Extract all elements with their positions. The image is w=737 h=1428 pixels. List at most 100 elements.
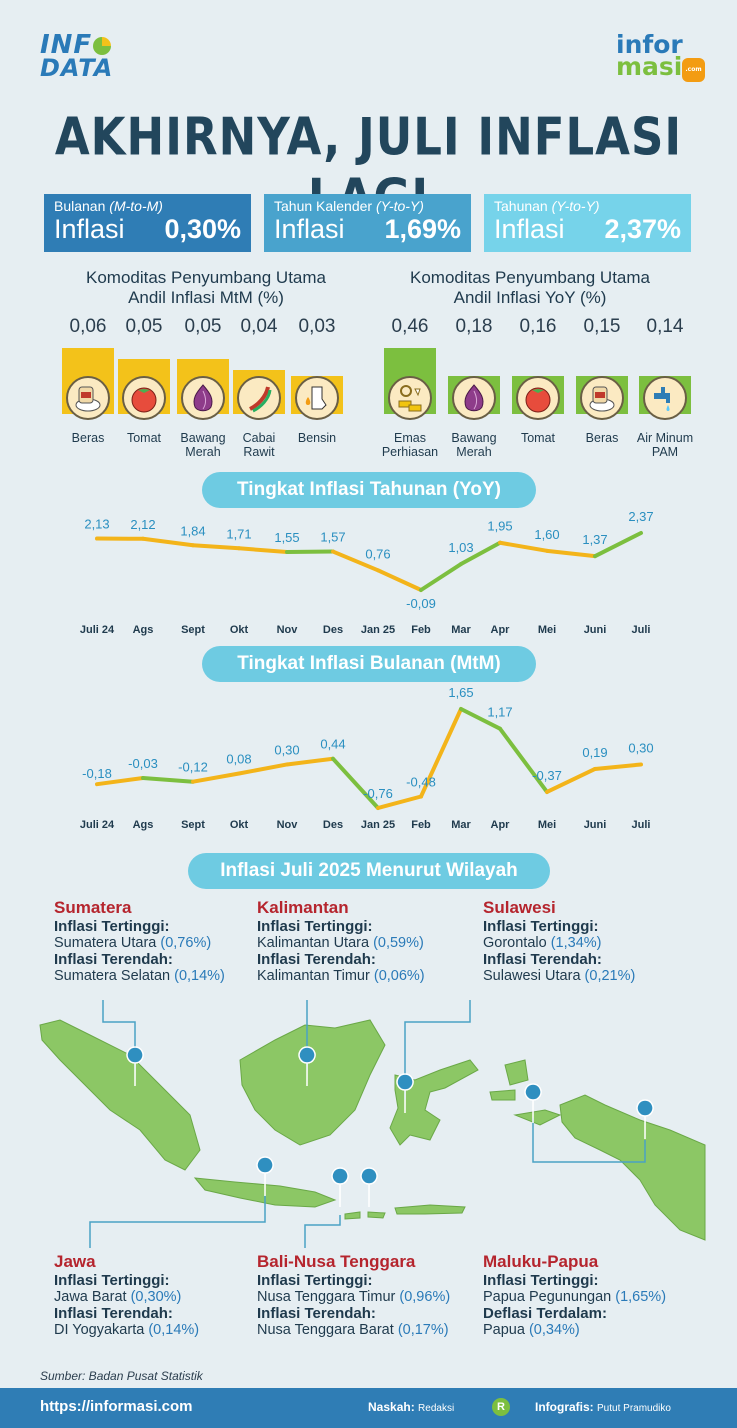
- data-label: -0,76: [363, 786, 393, 801]
- data-label: 1,03: [448, 540, 473, 555]
- commodity-label: Beras: [71, 431, 105, 445]
- fuel-nozzle-icon: [295, 376, 339, 420]
- stat-label: Tahunan: [494, 198, 548, 214]
- line-segment: [331, 756, 380, 810]
- indonesia-map: [39, 1000, 706, 1248]
- commodity-value: 0,03: [298, 316, 336, 337]
- line-segment: [141, 776, 195, 784]
- x-tick-label: Mei: [538, 624, 556, 636]
- region-hi-value: (0,30%): [130, 1289, 182, 1305]
- region-hi-place: Jawa Barat: [54, 1289, 127, 1305]
- mtm-chart-title: Tingkat Inflasi Bulanan (MtM): [202, 646, 536, 682]
- data-label: 0,30: [628, 740, 653, 755]
- commodity-value: 0,14: [646, 316, 684, 337]
- region-hi-value: (1,65%): [615, 1289, 667, 1305]
- line-segment: [141, 536, 195, 548]
- region-hi-place: Kalimantan Utara: [257, 935, 370, 951]
- x-tick-label: Des: [323, 624, 343, 636]
- data-label: 1,65: [448, 685, 473, 700]
- commodity-label: Cabai Rawit: [242, 431, 276, 459]
- pie-logo-icon: [93, 37, 112, 55]
- logo-left-line2: DATA: [40, 54, 114, 82]
- commodity-value: 0,05: [125, 316, 163, 337]
- x-tick-label: Okt: [230, 819, 249, 831]
- stat-mtm: Bulanan (M-to-M) Inflasi 0,30%: [44, 194, 251, 252]
- line-segment: [331, 549, 380, 573]
- commodity-label: Tomat: [520, 431, 556, 445]
- region-lo-row: Nusa Tenggara Barat (0,17%): [257, 1322, 477, 1338]
- x-tick-label: Sept: [181, 819, 205, 831]
- data-label: 0,08: [226, 751, 251, 766]
- infografis-label: Infografis:: [535, 1400, 594, 1414]
- region-lo-row: Sumatera Selatan (0,14%): [54, 968, 254, 984]
- stat-label: Tahun Kalender: [274, 198, 373, 214]
- data-label: -0,09: [406, 596, 436, 611]
- tomato-icon: [122, 376, 166, 420]
- region-hi-label: Inflasi Tertinggi:: [54, 918, 170, 935]
- region-hi-row: Sumatera Utara (0,76%): [54, 935, 254, 951]
- region-name: Bali-Nusa Tenggara: [257, 1252, 416, 1271]
- commodity-value: 0,05: [184, 316, 222, 337]
- region-hi-row: Nusa Tenggara Timur (0,96%): [257, 1289, 477, 1305]
- line-segment: [545, 766, 597, 794]
- line-segment: [545, 548, 597, 559]
- x-tick-label: Apr: [491, 819, 511, 831]
- data-label: 0,30: [274, 742, 299, 757]
- borneo-island: [239, 1019, 386, 1146]
- data-label: 0,76: [365, 546, 390, 561]
- bali-nusa-islands: [344, 1204, 466, 1220]
- mtm-line-chart: -0,18 -0,03 -0,12 0,08 0,30 0,44 -0,76 -0,48 1,6…: [80, 685, 654, 831]
- x-tick-label: Apr: [491, 624, 511, 636]
- commodity-label: Bawang Merah: [180, 431, 226, 459]
- sumatera-connector-line: [102, 1000, 136, 1070]
- stat-label-italic: (M-to-M): [109, 198, 163, 214]
- x-tick-label: Mei: [538, 819, 556, 831]
- region-lo-row: Sulawesi Utara (0,21%): [483, 968, 703, 984]
- commodity-label: Tomat: [126, 431, 162, 445]
- naskah-label: Naskah:: [368, 1400, 415, 1414]
- stat-value: 2,37%: [604, 214, 681, 244]
- line-segment: [191, 771, 241, 784]
- line-segment: [237, 546, 289, 554]
- x-tick-label: Juli 24: [80, 624, 115, 636]
- region-lo-row: Papua (0,34%): [483, 1322, 713, 1338]
- x-tick-label: Jan 25: [361, 819, 395, 831]
- gold-jewelry-icon: [388, 376, 432, 420]
- region-hi-place: Sumatera Utara: [54, 935, 157, 951]
- informasi-small-icon: R: [492, 1398, 510, 1416]
- x-tick-label: Nov: [277, 819, 299, 831]
- x-tick-label: Juni: [584, 819, 607, 831]
- yoy-heading-line1: Komoditas Penyumbang Utama: [409, 268, 651, 287]
- stat-value: 0,30%: [164, 214, 241, 244]
- naskah-name: Redaksi: [418, 1403, 455, 1414]
- region-lo-value: (0,34%): [528, 1322, 580, 1338]
- source-note: Sumber: Badan Pusat Statistik: [40, 1369, 203, 1383]
- footer-url-link[interactable]: https://informasi.com: [40, 1398, 193, 1415]
- stat-word: Inflasi: [54, 214, 125, 244]
- water-tap-icon: [643, 376, 687, 420]
- stat-label-italic: (Y-to-Y): [551, 198, 600, 214]
- region-lo-value: (0,06%): [373, 968, 425, 984]
- line-segment: [593, 531, 643, 559]
- data-label: -0,48: [406, 774, 436, 789]
- data-label: -0,18: [82, 766, 112, 781]
- region-lo-place: Nusa Tenggara Barat: [257, 1322, 394, 1338]
- data-label: 1,57: [320, 530, 345, 545]
- yoy-heading-line2: Andil Inflasi YoY (%): [453, 288, 607, 307]
- x-tick-label: Des: [323, 819, 343, 831]
- region-hi-value: (0,59%): [373, 935, 424, 951]
- data-label: -0,12: [178, 760, 208, 775]
- line-segment: [237, 762, 289, 776]
- region-bali-nusa-tenggara: Bali-Nusa Tenggara Inflasi Tertinggi: Nu…: [257, 1252, 477, 1338]
- region-name: Sumatera: [54, 898, 132, 917]
- region-lo-label: Inflasi Terendah:: [54, 1305, 173, 1322]
- region-sulawesi: Sulawesi Inflasi Tertinggi: Gorontalo (1…: [483, 898, 703, 984]
- footer-naskah: Naskah: Redaksi: [368, 1400, 454, 1414]
- region-hi-row: Papua Pegunungan (1,65%): [483, 1289, 713, 1305]
- x-tick-label: Feb: [411, 819, 431, 831]
- stat-word: Inflasi: [494, 214, 565, 244]
- sulawesi-connector-line: [404, 1000, 471, 1100]
- region-lo-place: Sulawesi Utara: [483, 968, 581, 984]
- x-tick-label: Okt: [230, 624, 249, 636]
- stat-word: Inflasi: [274, 214, 345, 244]
